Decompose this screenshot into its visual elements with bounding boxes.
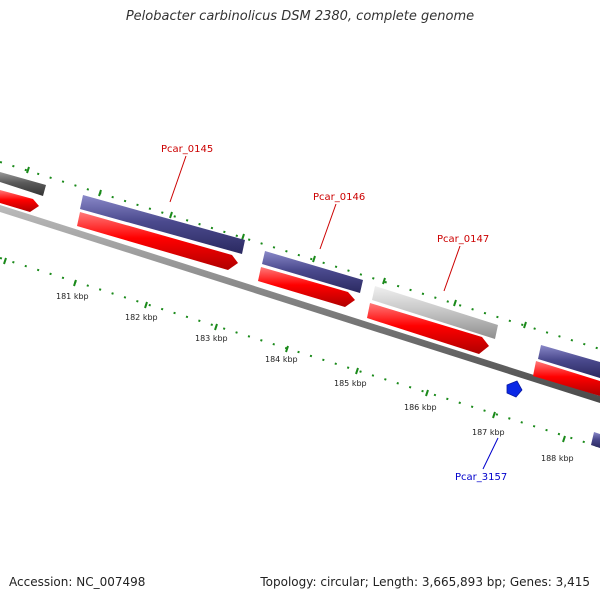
tick-label-187: 187 kbp bbox=[472, 428, 505, 437]
gene-label-pcar-0145[interactable]: Pcar_0145 bbox=[161, 144, 213, 155]
gene-label-pcar-0147[interactable]: Pcar_0147 bbox=[437, 234, 489, 245]
tick-label-188: 188 kbp bbox=[541, 454, 574, 463]
gene-edge-box[interactable] bbox=[591, 432, 600, 448]
forward-genes[interactable] bbox=[0, 172, 600, 448]
outer-major-ticks bbox=[26, 166, 527, 329]
inner-major-ticks bbox=[3, 257, 566, 443]
tick-label-186: 186 kbp bbox=[404, 403, 437, 412]
tick-label-181: 181 kbp bbox=[56, 292, 89, 301]
tick-labels: 181 kbp 182 kbp 183 kbp 184 kbp 185 kbp … bbox=[56, 292, 574, 463]
reverse-genes[interactable] bbox=[0, 190, 600, 396]
genome-summary-text: Topology: circular; Length: 3,665,893 bp… bbox=[260, 575, 590, 589]
feature-marker[interactable] bbox=[506, 380, 523, 398]
gene-right-box[interactable] bbox=[538, 345, 600, 378]
gene-red-arrow-3[interactable] bbox=[367, 303, 489, 354]
inner-tick-track bbox=[0, 257, 600, 448]
gene-label-pcar-0146[interactable]: Pcar_0146 bbox=[313, 192, 365, 203]
tick-label-185: 185 kbp bbox=[334, 379, 367, 388]
map-title: Pelobacter carbinolicus DSM 2380, comple… bbox=[125, 9, 475, 24]
gene-pcar-0145-box[interactable] bbox=[80, 195, 245, 254]
gene-red-arrow-2[interactable] bbox=[258, 267, 355, 307]
gene-left-dark[interactable] bbox=[0, 172, 46, 196]
gene-pcar-0147-box[interactable] bbox=[372, 286, 498, 339]
gene-pcar-0146-box[interactable] bbox=[262, 251, 363, 293]
label-leaders bbox=[169, 155, 499, 470]
gene-red-arrow-4[interactable] bbox=[533, 361, 600, 396]
tick-label-183: 183 kbp bbox=[195, 334, 228, 343]
genome-backbone bbox=[0, 205, 600, 403]
tick-label-182: 182 kbp bbox=[125, 313, 158, 322]
gene-red-arrow-1[interactable] bbox=[77, 212, 238, 270]
tick-label-184: 184 kbp bbox=[265, 355, 298, 364]
gene-left-red-arrow[interactable] bbox=[0, 190, 39, 212]
outer-tick-track bbox=[0, 161, 600, 350]
accession-text: Accession: NC_007498 bbox=[9, 575, 146, 589]
gene-label-pcar-3157[interactable]: Pcar_3157 bbox=[455, 472, 507, 483]
